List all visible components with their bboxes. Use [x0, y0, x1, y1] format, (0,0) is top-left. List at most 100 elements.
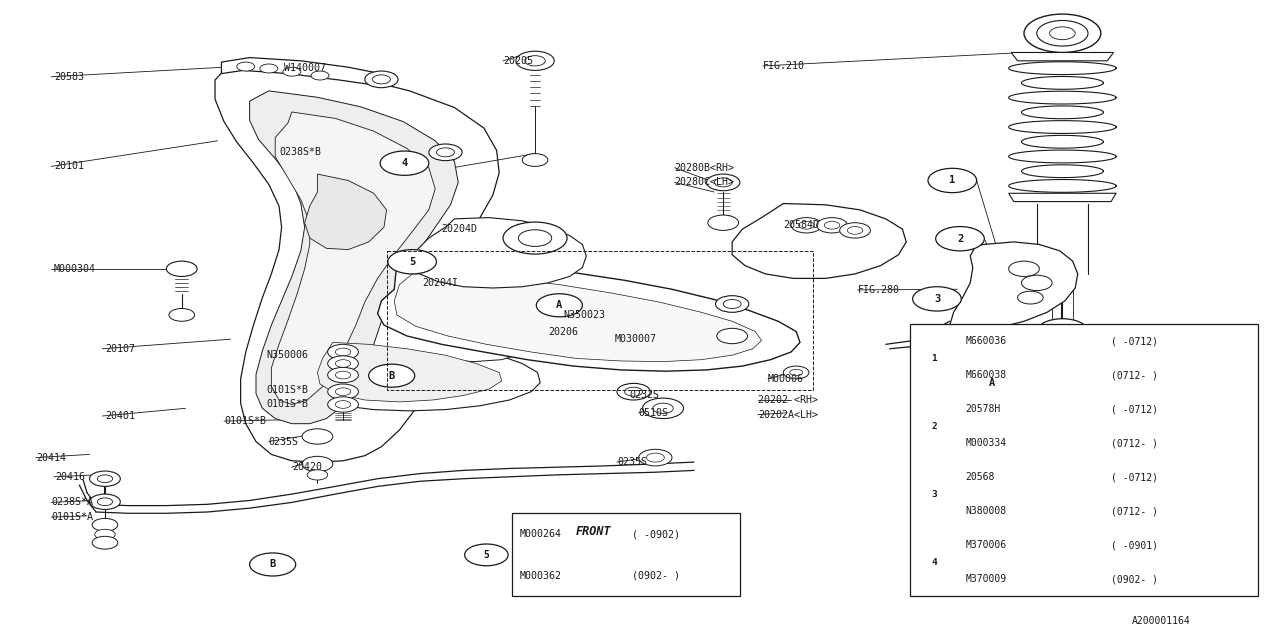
Text: M370006: M370006	[965, 540, 1006, 550]
Text: 20206: 20206	[548, 326, 577, 337]
Text: B: B	[389, 371, 394, 381]
Text: (0712- ): (0712- )	[1111, 371, 1158, 380]
Circle shape	[840, 223, 870, 238]
Text: A200001164: A200001164	[1132, 616, 1190, 626]
Circle shape	[817, 218, 847, 233]
Circle shape	[335, 348, 351, 356]
Circle shape	[516, 51, 554, 70]
Bar	[512, 513, 740, 596]
Circle shape	[97, 498, 113, 506]
Text: ( -0901): ( -0901)	[1111, 540, 1158, 550]
Text: A: A	[989, 378, 995, 388]
Circle shape	[625, 387, 643, 396]
Text: ( -0712): ( -0712)	[1111, 404, 1158, 415]
Circle shape	[1037, 319, 1088, 344]
Polygon shape	[250, 91, 458, 424]
Circle shape	[335, 388, 351, 396]
Text: 5: 5	[484, 550, 489, 560]
Circle shape	[639, 449, 672, 466]
Text: 20420: 20420	[292, 462, 321, 472]
Text: 3: 3	[932, 490, 937, 499]
Polygon shape	[221, 58, 397, 86]
Circle shape	[1050, 325, 1075, 338]
Circle shape	[518, 230, 552, 246]
Text: ( -0902): ( -0902)	[632, 529, 681, 539]
Circle shape	[250, 553, 296, 576]
Circle shape	[311, 71, 329, 80]
Polygon shape	[378, 262, 800, 371]
Text: (0712- ): (0712- )	[1111, 506, 1158, 516]
Circle shape	[166, 261, 197, 276]
Circle shape	[328, 397, 358, 412]
Polygon shape	[1009, 193, 1116, 202]
Text: 0101S*B: 0101S*B	[224, 416, 266, 426]
Text: 0235S: 0235S	[617, 457, 646, 467]
Text: 20416: 20416	[55, 472, 84, 482]
Circle shape	[783, 366, 809, 379]
Text: 20280C<LH>: 20280C<LH>	[675, 177, 735, 188]
Text: W140007: W140007	[284, 63, 326, 74]
Text: 20202 <RH>: 20202 <RH>	[758, 395, 818, 405]
Text: 20414: 20414	[36, 452, 65, 463]
Circle shape	[328, 367, 358, 383]
Text: 20568: 20568	[965, 472, 995, 483]
Circle shape	[714, 178, 732, 187]
Polygon shape	[394, 274, 762, 362]
Text: M370009: M370009	[965, 575, 1006, 584]
Circle shape	[307, 470, 328, 480]
Circle shape	[525, 56, 545, 66]
Circle shape	[302, 429, 333, 444]
Text: M000304: M000304	[54, 264, 96, 274]
Circle shape	[365, 71, 398, 88]
Circle shape	[717, 328, 748, 344]
Text: M000334: M000334	[965, 438, 1006, 449]
Text: 20584D: 20584D	[783, 220, 819, 230]
Circle shape	[928, 168, 977, 193]
Circle shape	[617, 383, 650, 400]
Text: (0902- ): (0902- )	[1111, 575, 1158, 584]
Text: M00006: M00006	[768, 374, 804, 384]
Bar	[910, 324, 1258, 596]
Circle shape	[716, 296, 749, 312]
Circle shape	[707, 174, 740, 191]
Circle shape	[643, 398, 684, 419]
Text: 4: 4	[932, 558, 937, 567]
Polygon shape	[305, 296, 531, 362]
Text: FRONT: FRONT	[576, 525, 612, 538]
Circle shape	[916, 554, 952, 572]
Text: 3: 3	[934, 294, 940, 304]
Circle shape	[372, 75, 390, 84]
Circle shape	[92, 536, 118, 549]
Circle shape	[1050, 27, 1075, 40]
Text: M030007: M030007	[614, 334, 657, 344]
Circle shape	[328, 356, 358, 371]
Circle shape	[522, 154, 548, 166]
Text: (0902- ): (0902- )	[632, 571, 681, 580]
Circle shape	[824, 221, 840, 229]
Circle shape	[1037, 20, 1088, 46]
Polygon shape	[305, 174, 387, 250]
Circle shape	[237, 62, 255, 71]
Text: 0510S: 0510S	[639, 408, 668, 418]
Text: (0712- ): (0712- )	[1111, 438, 1158, 449]
Circle shape	[969, 371, 1015, 394]
Text: 20401: 20401	[105, 411, 134, 421]
Circle shape	[90, 471, 120, 486]
Polygon shape	[317, 342, 502, 402]
Circle shape	[1018, 291, 1043, 304]
Text: 20205: 20205	[503, 56, 532, 66]
Circle shape	[95, 529, 115, 540]
Circle shape	[916, 486, 952, 504]
Circle shape	[465, 544, 508, 566]
Text: 20202A<LH>: 20202A<LH>	[758, 410, 818, 420]
Circle shape	[536, 294, 582, 317]
Circle shape	[335, 401, 351, 408]
Circle shape	[283, 67, 301, 76]
Text: 4: 4	[402, 158, 407, 168]
Circle shape	[653, 403, 673, 413]
Text: 2: 2	[957, 234, 963, 244]
Polygon shape	[950, 242, 1078, 333]
Text: 0238S*A: 0238S*A	[51, 497, 93, 508]
Circle shape	[916, 349, 952, 367]
Text: M000362: M000362	[520, 571, 562, 580]
